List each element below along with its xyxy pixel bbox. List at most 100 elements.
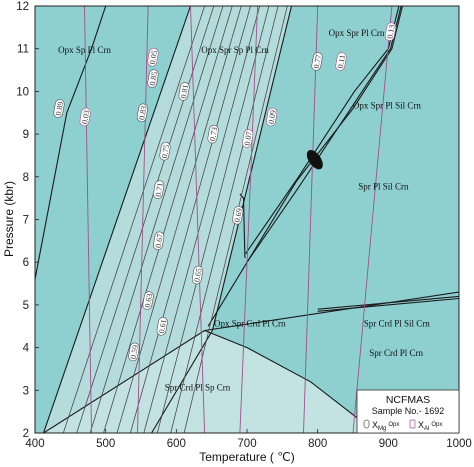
reaction-line: [151, 6, 293, 433]
xmg-label: 0.89: [53, 99, 65, 118]
xmg-label-text: 0.77: [312, 54, 323, 69]
xmg-isopleth-line: [143, 6, 261, 433]
y-tick-label: 10: [16, 86, 29, 98]
legend-title: NCFMAS: [386, 394, 430, 406]
field-label: Spr Crd Pl Crn: [369, 348, 423, 358]
xmg-label-text: 0.89: [54, 101, 65, 116]
x-tick-label: 800: [308, 438, 327, 450]
plot-area: 0.89 0.85 0.83 0.81 0.77 0.75 0.73 0.71 0.69 0.67…: [35, 6, 459, 433]
y-tick-label: 12: [16, 1, 29, 13]
x-tick-label: 900: [379, 438, 398, 450]
y-tick-label: 4: [23, 343, 30, 355]
field-labels: Opx Sp Pl Crn Opx Spr Sp Pl Crn Opx Spr Pl…: [58, 28, 430, 392]
xmg-isopleth-line: [156, 6, 270, 433]
xmg-label-text: 0.73: [208, 127, 219, 142]
xal-label: 0.09: [266, 107, 278, 127]
legend-box: [356, 389, 460, 434]
xmg-label: 0.73: [207, 124, 219, 144]
xmg-label: 0.63: [142, 291, 154, 310]
xal-isopleth-line: [84, 6, 92, 433]
legend-entry-xal: XAlOpx: [409, 419, 442, 432]
xmg-label-box: [311, 52, 323, 71]
xal-label: 0.11: [335, 52, 347, 71]
x-tick-label: 600: [167, 438, 186, 450]
xmg-label-box: [142, 291, 154, 310]
y-axis: 2 3 4 5 6 7 8 9 10 11 12: [16, 1, 39, 440]
xmg-label-text: 0.67: [154, 233, 165, 248]
xmg-label: 0.77: [311, 52, 323, 71]
field-label: Opx Spr Pl Crn: [329, 28, 385, 38]
field-label: Opx Spr Sp Pl Crn: [201, 45, 269, 55]
xal-isopleth-line: [137, 6, 149, 433]
xal-label-text: 0.11: [336, 54, 347, 69]
field-label: Opx Spr Crd Pl Crn: [214, 318, 286, 328]
xmg-isopleth-line: [116, 6, 242, 433]
xmg-label-text: 0.65: [192, 267, 203, 282]
y-tick-label: 7: [23, 215, 29, 227]
legend-sample: Sample No.- 1692: [372, 406, 445, 416]
xal-label-box: [335, 52, 347, 71]
xmg-label-text: 0.75: [160, 144, 171, 159]
xal-isopleth-line: [352, 6, 393, 433]
xal-label: 0.07: [242, 129, 254, 148]
xmg-label: 0.85: [147, 69, 159, 88]
x-tick-label: 400: [25, 438, 44, 450]
xmg-label: 0.71: [153, 180, 165, 199]
xal-label-text: 0.09: [267, 109, 278, 124]
legend-xal-text: XAlOpx: [418, 420, 442, 432]
isopleth-labels: 0.89 0.85 0.83 0.81 0.77 0.75 0.73 0.71 0.69 0.67…: [53, 22, 397, 362]
xmg-label: 0.67: [153, 231, 165, 251]
xmg-label-box: [128, 342, 140, 362]
xal-isopleth-line: [239, 6, 259, 433]
xal-label-text: 0.05: [148, 50, 159, 65]
y-tick-label: 9: [23, 129, 29, 141]
xal-label-text: 0.03: [80, 109, 91, 124]
xal-label-box: [147, 47, 159, 67]
field-label: Spr Crd Pl Sp Crn: [165, 382, 231, 392]
y-tick-label: 3: [23, 385, 29, 397]
xmg-label-text: 0.59: [129, 344, 140, 359]
field-label: Opx Sp Pl Crn: [58, 45, 111, 55]
y-tick-label: 11: [17, 44, 29, 56]
xmg-isopleth-line: [62, 6, 205, 433]
xmg-label: 0.65: [191, 265, 204, 285]
y-tick-label: 6: [23, 257, 29, 269]
xmg-label: 0.81: [178, 82, 190, 101]
reaction-line: [317, 295, 459, 310]
xal-label: 0.03: [79, 107, 91, 127]
xmg-label-text: 0.71: [154, 182, 165, 197]
xmg-isopleth-line: [130, 6, 251, 433]
x-axis: 400 500 600 700 800 900 1000: [25, 429, 472, 450]
y-tick-label: 5: [23, 300, 29, 312]
x-tick-label: 700: [237, 438, 256, 450]
xmg-label-box: [178, 82, 190, 101]
field-label: Spr Crd Pl Sil Crn: [364, 318, 431, 328]
y-tick-label: 2: [23, 428, 29, 440]
legend-xmg-text: XMgOpx: [372, 420, 399, 432]
xmg-label-text: 0.63: [143, 293, 154, 308]
sample-pt-ellipse: [306, 150, 323, 170]
x-tick-label: 500: [96, 438, 115, 450]
xmg-label-box: [232, 205, 244, 225]
y-tick-label: 8: [23, 172, 29, 184]
xmg-label-box: [153, 180, 165, 199]
xal-isopleths: [84, 6, 393, 433]
reaction-lines: [35, 6, 459, 433]
xmg-label-box: [53, 99, 65, 118]
xal-label-box: [266, 107, 278, 127]
xmg-label: 0.69: [232, 205, 244, 225]
reaction-line: [35, 6, 107, 280]
xal-label-text: 0.07: [243, 131, 254, 146]
reaction-line: [207, 6, 404, 327]
xmg-label-box: [156, 317, 168, 336]
xmg-label-text: 0.85: [148, 71, 159, 86]
field-label: Opx Spr Pl Sil Crn: [353, 101, 422, 111]
reaction-line: [43, 330, 205, 433]
legend: NCFMAS Sample No.- 1692 XMgOpx XAlOpx: [356, 389, 460, 434]
xmg-label: 0.83: [136, 103, 149, 123]
xmg-label: 0.61: [156, 317, 168, 336]
x-tick-label: 1000: [446, 438, 472, 450]
xmg-label-text: 0.69: [233, 208, 244, 223]
xmg-label-text: 0.83: [137, 105, 148, 120]
